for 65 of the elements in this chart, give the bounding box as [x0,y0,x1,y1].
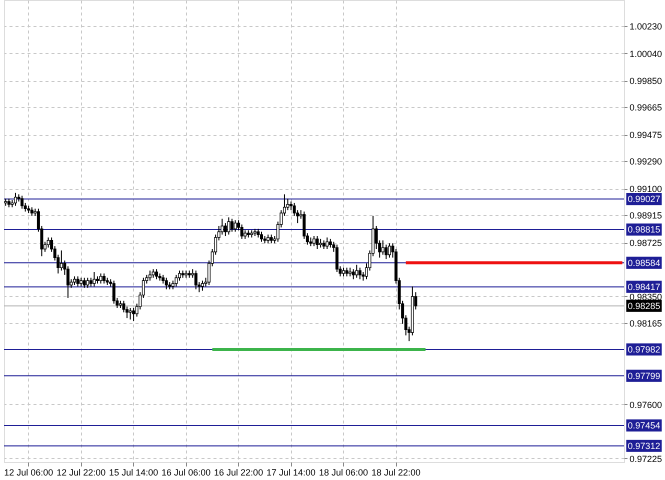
candlestick [155,268,158,280]
candlestick [355,264,358,278]
candlestick [82,277,86,288]
ref-line-label: 0.98815 [628,224,660,235]
candlestick [112,280,116,304]
candlestick [132,308,136,322]
x-tick-label: 16 Jul 22:00 [214,468,264,478]
ref-line-label: 0.98285 [628,300,660,311]
y-tick-label: 0.97225 [630,454,662,464]
y-tick-label: 0.99475 [630,130,662,140]
candlestick [174,274,178,287]
y-tick-label: 0.98915 [630,210,662,221]
candlestick [316,236,319,250]
candlestick [227,216,230,236]
candlestick [194,270,198,290]
ref-line-label: 0.97799 [628,370,660,381]
candlestick [224,222,227,237]
ref-line-label: 0.97982 [628,344,660,354]
x-tick-label: 12 Jul 22:00 [56,468,106,478]
candlestick [234,220,237,232]
candlestick [358,267,362,280]
candlestick [76,276,80,287]
ref-line-label: 0.98417 [628,282,660,292]
x-tick-label: 16 Jul 06:00 [162,468,211,478]
candlestick [335,244,338,273]
y-tick-label: 0.97600 [630,400,662,410]
y-tick-label: 1.00230 [630,21,662,32]
x-tick-label: 12 Jul 06:00 [4,468,54,478]
x-tick-label: 15 Jul 14:00 [109,468,158,478]
candlestick [128,308,132,320]
candlestick [86,277,90,288]
candlestick [46,236,50,248]
ref-line-label: 0.97454 [628,420,660,430]
x-tick-label: 18 Jul 22:00 [371,468,421,478]
candlestick [164,277,168,290]
candlestick [312,236,316,247]
candlestick [99,272,102,284]
y-tick-label: 0.98165 [630,318,662,329]
candlestick [384,244,388,260]
y-tick-label: 0.99850 [630,76,662,86]
candlestick [14,192,17,206]
ref-line-label: 0.97312 [628,440,660,451]
y-tick-label: 0.99665 [630,102,662,113]
candlestick [60,250,63,272]
candlestick [388,242,391,258]
candlestick [352,268,355,280]
candlestick [200,280,204,292]
candlestick [92,272,96,287]
candlestick [260,231,264,242]
y-tick-label: 0.99290 [630,156,662,167]
candlestick [381,240,384,256]
candlestick [240,224,244,240]
ref-line-label: 0.99027 [628,194,660,204]
x-tick-label: 18 Jul 06:00 [319,468,368,478]
x-tick-label: 17 Jul 14:00 [266,468,316,478]
candlestick [326,236,329,250]
y-tick-label: 0.98350 [630,292,662,302]
candlestick [148,270,152,282]
ref-line-label: 0.98584 [628,258,660,268]
y-tick-label: 0.99100 [630,184,662,194]
y-tick-label: 0.98725 [630,238,662,248]
candlestick [102,272,106,284]
y-tick-label: 1.00040 [630,48,662,59]
candlestick [230,218,234,232]
candlestick [20,195,24,210]
